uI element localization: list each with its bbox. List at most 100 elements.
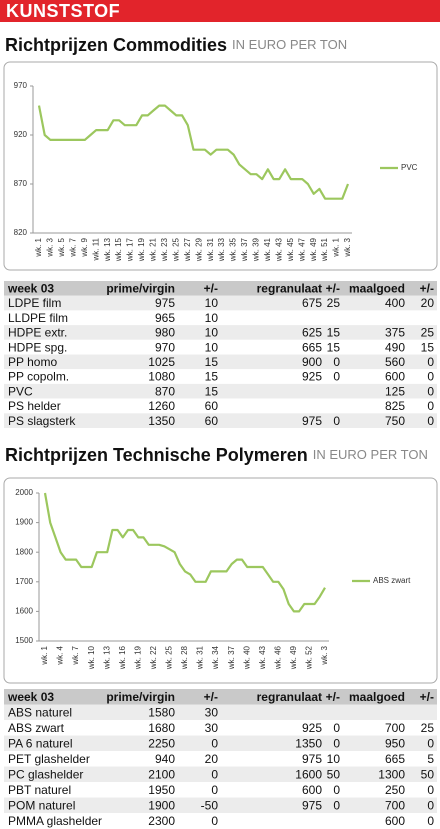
table-cell: 560 (385, 355, 405, 369)
x-tick-label: wk. 49 (309, 237, 318, 262)
table-cell: 25 (421, 326, 435, 340)
x-tick-label: wk. 43 (258, 645, 267, 670)
table-header-cell: +/- (326, 282, 340, 296)
x-tick-label: wk. 33 (217, 237, 226, 262)
table-cell: 0 (427, 370, 434, 384)
table-cell: 0 (427, 384, 434, 398)
x-tick-label: wk. 22 (149, 645, 158, 670)
table-header-bg (4, 281, 437, 296)
table-cell: 0 (333, 721, 340, 735)
table-cell: 925 (302, 370, 322, 384)
y-tick-label: 1600 (15, 607, 33, 616)
table-cell: 15 (205, 384, 219, 398)
table-cell: 975 (302, 798, 322, 812)
table-cell: 0 (333, 355, 340, 369)
table-cell: 700 (385, 798, 405, 812)
x-tick-label: wk. 1 (40, 645, 49, 665)
x-tick-label: wk. 7 (71, 645, 80, 665)
table-header-cell: week 03 (7, 690, 54, 704)
y-tick-label: 870 (14, 179, 28, 188)
table-header-cell: maalgoed (349, 690, 405, 704)
x-tick-label: wk. 31 (206, 237, 215, 262)
y-tick-label: 970 (14, 81, 28, 90)
table-row-bg (4, 704, 437, 720)
table-row-bg (4, 383, 437, 399)
table-cell: 0 (427, 814, 434, 828)
table-cell: 1680 (148, 721, 175, 735)
table-cell: 15 (327, 340, 341, 354)
table-header-cell: regranulaat (257, 282, 322, 296)
table-cell: 0 (333, 736, 340, 750)
table-cell: 125 (385, 384, 405, 398)
table-cell: 825 (385, 399, 405, 413)
table-header-cell: +/- (204, 282, 218, 296)
x-tick-label: wk. 21 (149, 237, 158, 262)
table-cell: 665 (302, 340, 322, 354)
table-cell: PP homo (8, 355, 57, 369)
x-tick-label: wk. 37 (227, 645, 236, 670)
table-cell: 0 (211, 736, 218, 750)
x-tick-label: wk. 52 (305, 645, 314, 670)
y-tick-label: 1800 (15, 547, 33, 556)
x-tick-label: wk. 10 (87, 645, 96, 670)
table-cell: 25 (421, 721, 435, 735)
table-cell: 600 (385, 370, 405, 384)
y-tick-label: 1500 (15, 636, 33, 645)
section-unit: IN EURO PER TON (232, 37, 347, 52)
table-cell: 0 (427, 399, 434, 413)
x-tick-label: wk. 27 (183, 237, 192, 262)
x-tick-label: wk. 19 (133, 645, 142, 670)
table-cell: PMMA glashelder (8, 814, 102, 828)
table-row-bg (4, 369, 437, 384)
table-row-bg (4, 413, 437, 428)
x-tick-label: wk. 4 (56, 645, 65, 665)
x-tick-label: wk. 1 (34, 237, 43, 257)
x-tick-label: wk. 28 (180, 645, 189, 670)
table-row-bg (4, 325, 437, 340)
x-tick-label: wk. 35 (229, 237, 238, 262)
table-cell: 25 (327, 296, 341, 310)
table-row-bg (4, 735, 437, 751)
x-tick-label: wk. 51 (320, 237, 329, 262)
table-cell: 15 (205, 355, 219, 369)
section-title-text: Richtprijzen Commodities (5, 35, 227, 55)
table-cell: 675 (302, 296, 322, 310)
x-tick-label: wk. 45 (286, 237, 295, 262)
header-band (0, 0, 440, 22)
table-cell: 1260 (148, 399, 175, 413)
table-cell: 0 (427, 736, 434, 750)
table-cell: 0 (211, 814, 218, 828)
x-tick-label: wk. 9 (80, 237, 89, 257)
x-tick-label: wk. 31 (196, 645, 205, 670)
section-title: Richtprijzen Commodities IN EURO PER TON (5, 35, 347, 55)
table-cell: 50 (327, 767, 341, 781)
table-cell: 1300 (378, 767, 405, 781)
data-line (43, 492, 326, 613)
x-tick-label: wk. 39 (252, 237, 261, 262)
table-cell: 0 (333, 370, 340, 384)
table-cell: 1600 (295, 767, 322, 781)
x-tick-label: wk. 41 (263, 237, 272, 262)
x-tick-label: wk. 37 (240, 237, 249, 262)
x-tick-label: wk. 43 (274, 237, 283, 262)
table-cell: 1080 (148, 370, 175, 384)
x-tick-label: wk. 47 (297, 237, 306, 262)
table-cell: 375 (385, 326, 405, 340)
table-cell: 490 (385, 340, 405, 354)
table-cell: 30 (205, 721, 219, 735)
table-cell: POM naturel (8, 798, 75, 812)
table-cell: 0 (211, 767, 218, 781)
x-tick-label: wk. 3 (320, 645, 329, 665)
x-tick-label: wk. 29 (194, 237, 203, 262)
table-cell: 600 (302, 783, 322, 797)
table-cell: 10 (327, 752, 341, 766)
x-tick-label: wk. 7 (68, 237, 77, 257)
table-cell: 0 (427, 798, 434, 812)
table-cell: 0 (333, 798, 340, 812)
y-tick-label: 2000 (15, 488, 33, 497)
table-cell: PA 6 naturel (8, 736, 73, 750)
table-cell: 1350 (148, 414, 175, 428)
table-row-bg (4, 354, 437, 370)
x-tick-label: wk. 16 (118, 645, 127, 670)
table-cell: 15 (421, 340, 435, 354)
